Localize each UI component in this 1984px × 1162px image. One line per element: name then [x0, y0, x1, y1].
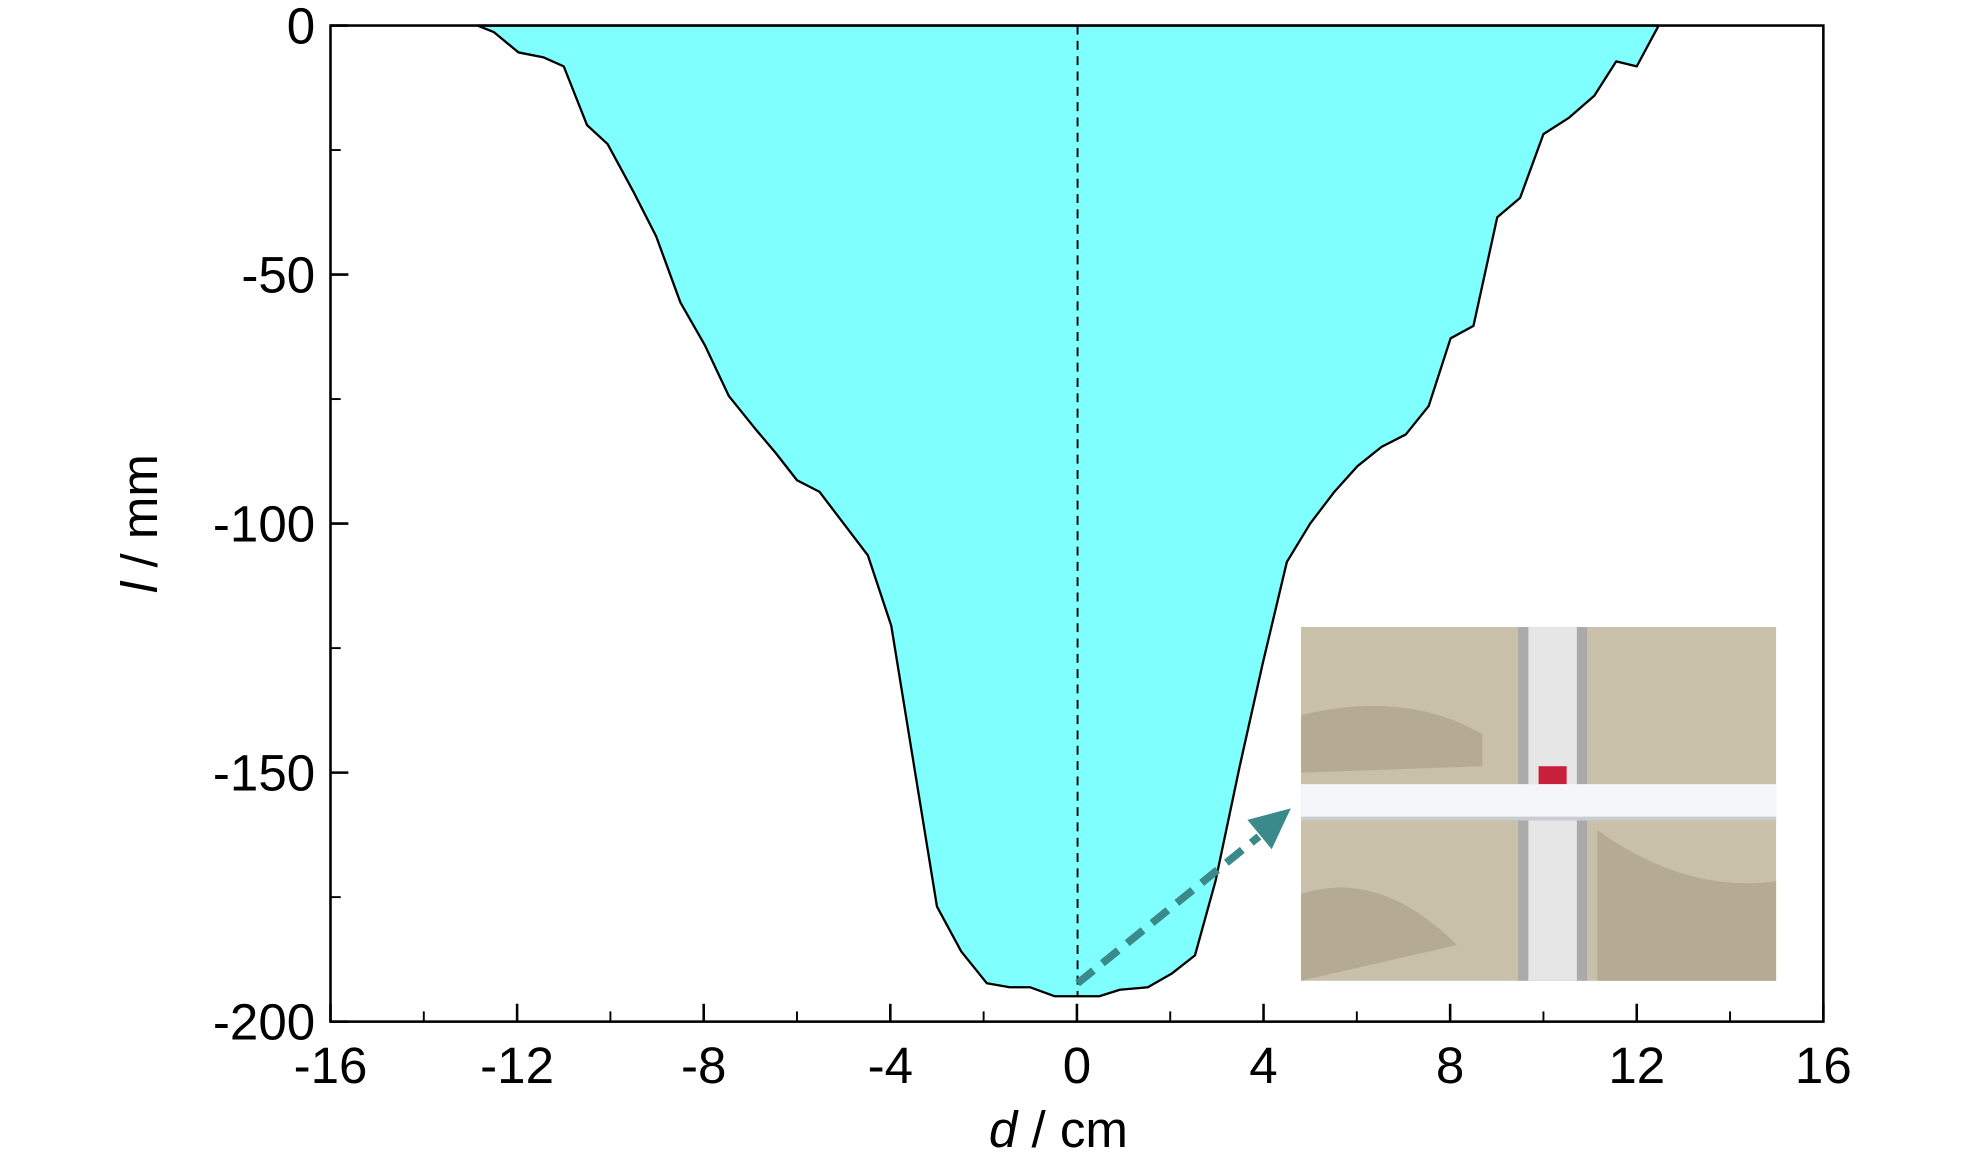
- photo-shade: [1301, 705, 1777, 981]
- y-tick-label: -150: [213, 744, 315, 801]
- x-tick-label: 8: [1436, 1037, 1464, 1094]
- arrow-head: [1247, 808, 1291, 850]
- x-tick-label: 16: [1795, 1037, 1852, 1094]
- y-tick-label: -200: [213, 994, 315, 1051]
- inset-photo: [1301, 627, 1777, 981]
- x-tick-label: 4: [1249, 1037, 1277, 1094]
- plot-area: [476, 24, 1660, 998]
- x-axis-symbol: d: [989, 1101, 1019, 1157]
- x-tick-label: 0: [1063, 1037, 1091, 1094]
- x-tick-label: 12: [1608, 1037, 1665, 1094]
- area: [476, 24, 1660, 998]
- x-axis-unit: / cm: [1031, 1101, 1127, 1157]
- x-tick-label: -16: [294, 1037, 368, 1094]
- y-tick-label: 0: [287, 0, 315, 54]
- x-axis-label: d / cm: [989, 1101, 1128, 1157]
- photo-pipe: [1301, 784, 1777, 820]
- y-tick-label: -50: [241, 246, 315, 303]
- x-tick-label: -8: [681, 1037, 726, 1094]
- arrow: [1075, 808, 1291, 987]
- y-axis-label: l / mm: [111, 454, 168, 593]
- x-tick-label: -12: [480, 1037, 554, 1094]
- y-axis-symbol: l: [111, 580, 168, 593]
- y-tick-label: -100: [213, 495, 315, 552]
- x-tick-label: -4: [868, 1037, 913, 1094]
- y-axis-unit: / mm: [111, 454, 168, 567]
- arrow-shaft: [1075, 833, 1262, 987]
